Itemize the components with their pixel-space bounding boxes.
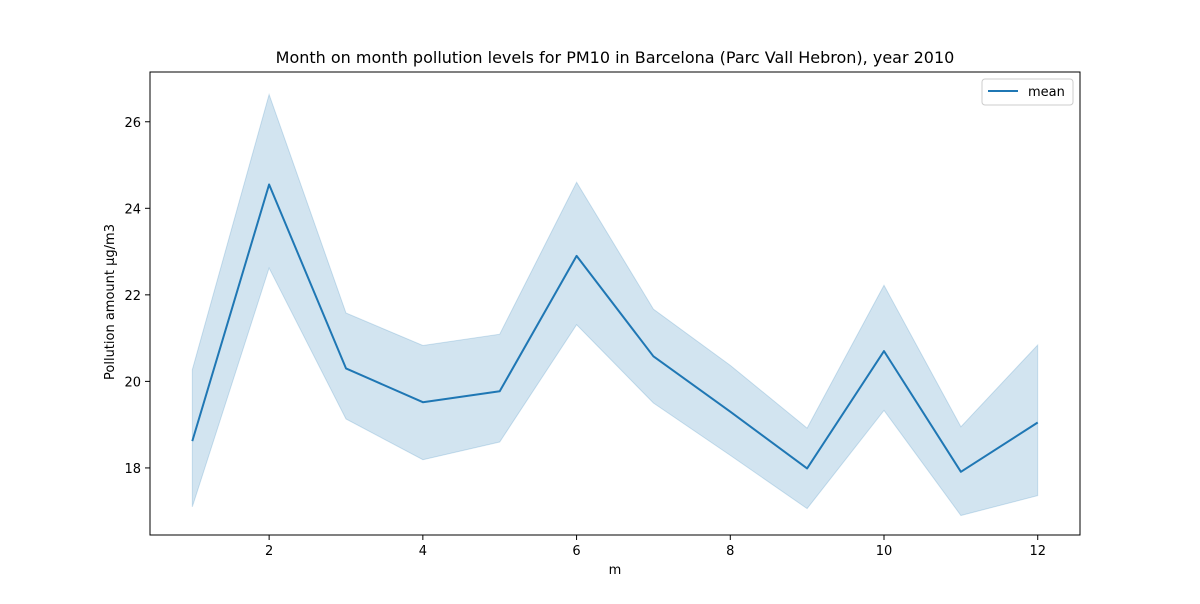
x-tick-label: 6 [572,544,580,559]
x-tick-label: 2 [265,544,273,559]
y-tick-label: 20 [124,375,141,390]
x-axis-ticks: 2 4 6 8 10 12 [265,535,1046,559]
y-axis-label: Pollution amount μg/m3 [103,224,118,380]
series-line-layer [191,183,1039,473]
y-tick-label: 18 [124,462,141,477]
x-tick-label: 10 [876,544,893,559]
y-tick-label: 26 [124,116,141,131]
plot-area-frame [149,71,1081,536]
x-tick-label: 8 [726,544,734,559]
y-tick-label: 24 [124,202,141,217]
series-line-mean [191,183,1039,473]
x-tick-label: 12 [1029,544,1046,559]
x-tick-label: 4 [419,544,427,559]
legend: mean [981,78,1074,106]
y-tick-label: 22 [124,289,141,304]
y-axis-ticks: 18 20 22 24 26 [124,116,150,477]
x-axis-label: m [609,563,622,578]
legend-label-mean: mean [1028,85,1065,100]
chart-title: Month on month pollution levels for PM10… [276,48,955,67]
legend-box [981,78,1074,106]
